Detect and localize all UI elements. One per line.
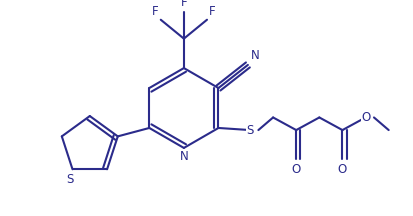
Text: O: O: [337, 163, 346, 176]
Text: N: N: [179, 150, 188, 163]
Text: F: F: [152, 5, 158, 18]
Text: O: O: [360, 111, 369, 124]
Text: S: S: [66, 173, 74, 186]
Text: O: O: [291, 163, 300, 176]
Text: N: N: [250, 49, 259, 62]
Text: F: F: [180, 0, 187, 9]
Text: F: F: [209, 5, 215, 18]
Text: S: S: [246, 124, 253, 137]
